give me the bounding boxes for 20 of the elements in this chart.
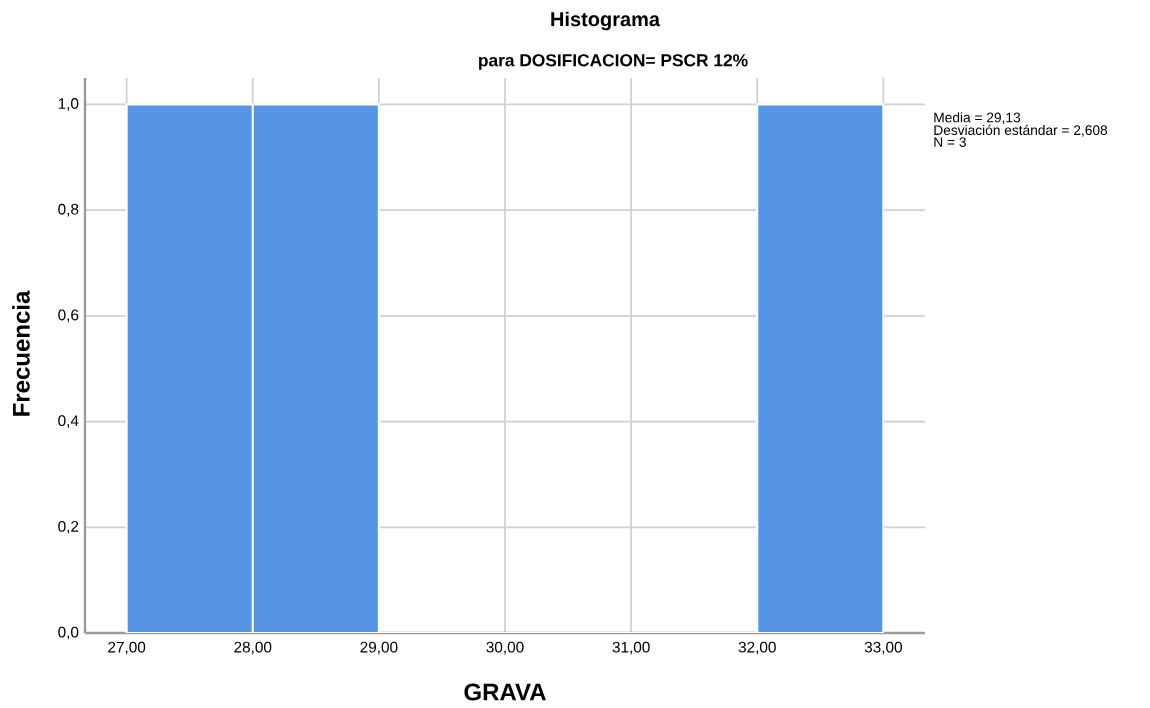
text: Media = 29,13 xyxy=(934,112,1021,124)
x-tick-label: 31,00 xyxy=(612,641,650,655)
text: N = 3 xyxy=(934,137,966,147)
text: Desviación estándar = 2,608 xyxy=(934,124,1108,137)
x-axis-title: GRAVA xyxy=(464,683,546,701)
x-tick-label: 33,00 xyxy=(864,641,902,655)
y-tick-label: 0,2 xyxy=(58,520,79,534)
y-tick-label: 0,4 xyxy=(58,415,79,428)
x-tick-label: 27,00 xyxy=(108,641,146,655)
y-tick-label: 0,6 xyxy=(58,309,79,323)
y-tick-label: 0,8 xyxy=(58,203,79,217)
x-tick-label: 32,00 xyxy=(738,641,776,655)
chart-title: Histograma xyxy=(551,11,661,31)
x-tick-label: 29,00 xyxy=(360,641,398,655)
y-axis-title: Frecuencia xyxy=(12,290,30,416)
x-tick-label: 28,00 xyxy=(234,641,272,655)
x-tick-label: 30,00 xyxy=(486,641,524,655)
y-tick-label: 1,0 xyxy=(58,98,79,111)
y-tick-label: 0,0 xyxy=(58,626,79,640)
chart-subtitle: para DOSIFICACION= PSCR 12% xyxy=(479,54,748,70)
